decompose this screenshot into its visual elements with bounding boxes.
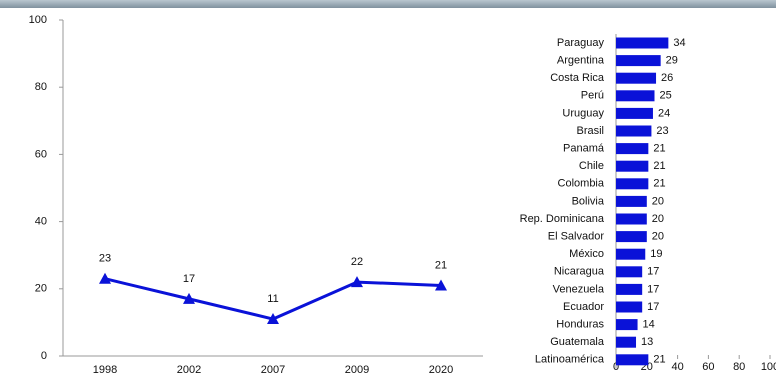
marker <box>435 279 447 291</box>
bar <box>616 213 647 225</box>
bar <box>616 55 661 67</box>
y-tick-label: 100 <box>29 14 47 26</box>
data-label: 20 <box>652 195 664 207</box>
category-label: Perú <box>581 90 604 102</box>
x-tick-label: 1998 <box>93 364 117 376</box>
data-label: 19 <box>650 248 662 260</box>
category-label: Chile <box>579 160 604 172</box>
data-label: 21 <box>653 160 665 172</box>
x-tick-label: 0 <box>613 361 619 373</box>
category-label: Rep. Dominicana <box>520 213 605 225</box>
x-tick-label: 100 <box>761 361 776 373</box>
data-label: 22 <box>351 256 363 268</box>
category-label: Brasil <box>576 125 604 137</box>
data-label: 13 <box>641 336 653 348</box>
category-label: Ecuador <box>563 301 604 313</box>
bar <box>616 37 669 49</box>
data-label: 17 <box>647 266 659 278</box>
marker <box>267 313 279 325</box>
category-label: Latinoamérica <box>535 354 605 366</box>
y-tick-label: 80 <box>35 81 47 93</box>
bar <box>616 160 649 172</box>
data-label: 21 <box>653 354 665 366</box>
bar <box>616 248 646 260</box>
y-tick-label: 20 <box>35 283 47 295</box>
data-label: 24 <box>658 107 670 119</box>
category-label: Colombia <box>558 178 605 190</box>
category-label: Costa Rica <box>550 72 605 84</box>
bar <box>616 90 655 102</box>
bar <box>616 195 647 207</box>
data-label: 17 <box>647 283 659 295</box>
category-label: Bolivia <box>572 195 605 207</box>
bar <box>616 336 637 348</box>
y-tick-label: 40 <box>35 216 47 228</box>
data-label: 17 <box>647 301 659 313</box>
data-label: 20 <box>652 231 664 243</box>
data-label: 14 <box>643 319 655 331</box>
category-label: México <box>569 248 604 260</box>
data-label: 23 <box>99 253 111 265</box>
bar <box>616 143 649 155</box>
bar <box>616 231 647 243</box>
category-label: El Salvador <box>548 231 605 243</box>
data-label: 21 <box>653 143 665 155</box>
data-label: 17 <box>183 273 195 285</box>
bar <box>616 178 649 190</box>
data-label: 20 <box>652 213 664 225</box>
bar <box>616 283 643 295</box>
data-label: 11 <box>267 293 278 305</box>
y-tick-label: 60 <box>35 148 47 160</box>
bar <box>616 301 643 313</box>
data-label: 26 <box>661 72 673 84</box>
category-label: Panamá <box>563 143 605 155</box>
marker <box>183 292 195 304</box>
bar <box>616 107 653 119</box>
category-label: Paraguay <box>557 37 605 49</box>
data-label: 23 <box>656 125 668 137</box>
category-label: Venezuela <box>553 283 605 295</box>
bar <box>616 266 643 278</box>
data-label: 29 <box>666 55 678 67</box>
x-tick-label: 40 <box>671 361 683 373</box>
category-label: Honduras <box>556 319 604 331</box>
category-label: Argentina <box>557 55 605 67</box>
x-tick-label: 2020 <box>429 364 453 376</box>
bar <box>616 319 638 331</box>
x-tick-label: 60 <box>702 361 714 373</box>
marker <box>351 276 363 288</box>
y-tick-label: 0 <box>41 350 47 362</box>
x-tick-label: 2009 <box>345 364 369 376</box>
x-tick-label: 2007 <box>261 364 285 376</box>
data-label: 21 <box>653 178 665 190</box>
category-label: Uruguay <box>562 107 604 119</box>
bar <box>616 354 649 366</box>
data-label: 34 <box>673 37 685 49</box>
category-label: Nicaragua <box>554 266 605 278</box>
x-tick-label: 2002 <box>177 364 201 376</box>
bar <box>616 72 657 84</box>
bar <box>616 125 652 137</box>
data-label: 25 <box>660 90 672 102</box>
category-label: Guatemala <box>550 336 605 348</box>
header-strip <box>0 0 776 8</box>
x-tick-label: 80 <box>733 361 745 373</box>
data-label: 21 <box>435 259 447 271</box>
marker <box>99 272 111 284</box>
